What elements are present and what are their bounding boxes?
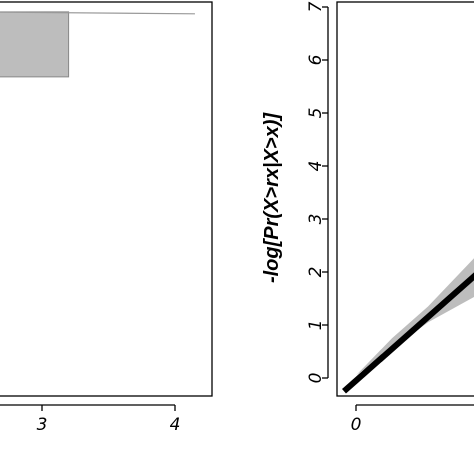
right-plot-frame <box>336 1 474 397</box>
left-x-tick-label: 3 <box>37 415 48 435</box>
reference-line <box>342 272 474 394</box>
left-x-tick-label: 4 <box>170 415 181 435</box>
right-panel: 0 1 2 3 4 5 6 7 0 -log[Pr(X>rx|X>x)] <box>261 1 474 435</box>
step-band <box>0 11 70 78</box>
upper-trace-line <box>0 11 195 15</box>
right-y-tick-label: 6 <box>306 54 326 65</box>
right-y-tick-label: 4 <box>306 161 326 172</box>
right-y-tick-label: 0 <box>306 373 326 384</box>
right-y-axis-title: -log[Pr(X>rx|X>x)] <box>261 112 283 283</box>
right-y-tick-label: 2 <box>306 267 326 278</box>
right-y-tick-label: 1 <box>306 320 326 331</box>
left-plot-frame <box>0 1 213 397</box>
right-y-tick-label: 5 <box>306 108 326 119</box>
right-x-tick-label: 0 <box>351 415 362 435</box>
right-y-tick-label: 3 <box>306 214 326 225</box>
right-y-tick-label: 7 <box>306 1 326 12</box>
confidence-band <box>356 258 474 376</box>
